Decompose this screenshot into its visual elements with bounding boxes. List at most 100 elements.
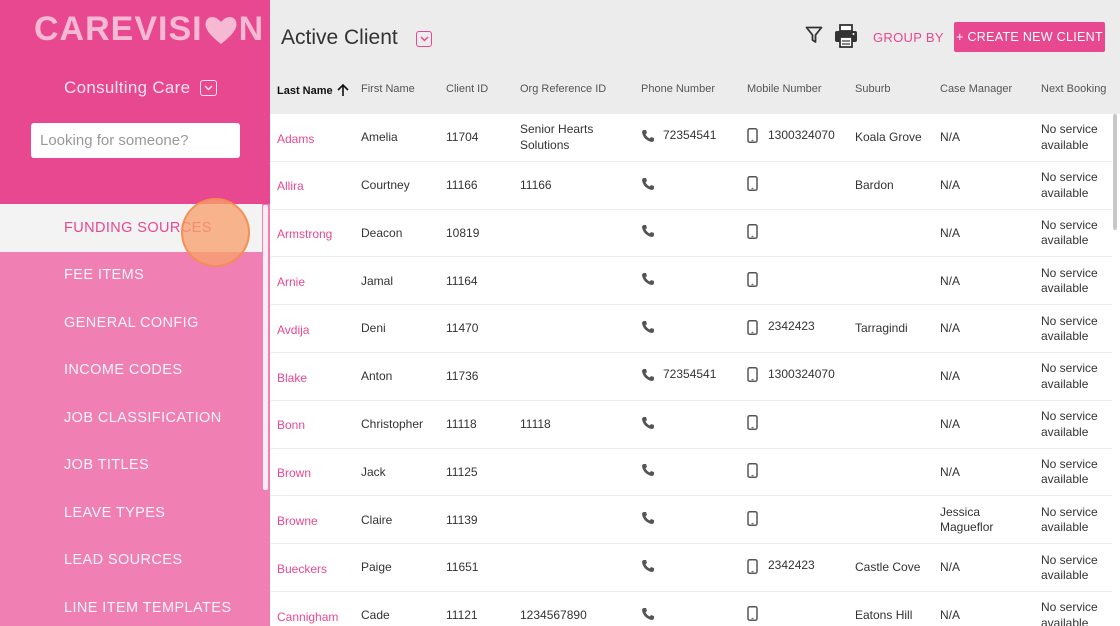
mobile-phone-icon[interactable] — [747, 319, 758, 335]
cell-first-name: Cade — [361, 592, 441, 626]
org-reference-id-text: 11118 — [520, 416, 551, 431]
phone-icon[interactable] — [641, 416, 655, 430]
sort-arrow-up-icon[interactable] — [336, 83, 350, 97]
last-name-text[interactable]: Cannigham — [277, 609, 339, 624]
table-row[interactable]: Armstrong Deacon 10819 N/A No service availa… — [270, 210, 1112, 258]
table-header: Last Name First Name Client ID Org Referenc… — [270, 70, 1120, 114]
last-name-text[interactable]: Bonn — [277, 418, 306, 433]
last-name-text[interactable]: Blake — [277, 370, 308, 385]
sidebar-item-income-codes[interactable]: INCOME CODES — [64, 362, 183, 379]
last-name-text[interactable]: Bueckers — [277, 561, 328, 576]
last-name-text[interactable]: Brown — [277, 466, 312, 481]
table-row[interactable]: Browne Claire 11139 Jessica Magueflor No ser… — [270, 496, 1112, 545]
mobile-phone-icon[interactable] — [747, 558, 758, 574]
phone-icon[interactable] — [641, 463, 655, 477]
column-header-client-id[interactable]: Client ID — [446, 83, 488, 95]
org-selector[interactable]: Consulting Care — [64, 78, 218, 98]
mobile-phone-icon[interactable] — [747, 367, 758, 383]
table-row[interactable]: Bonn Christopher 11118 11118 N/A No service a… — [270, 401, 1112, 449]
case-manager-text: N/A — [940, 225, 961, 240]
cell-mobile-number: 2342423 — [747, 303, 847, 351]
phone-icon[interactable] — [641, 320, 655, 334]
cell-last-name[interactable]: Allira — [277, 162, 357, 210]
column-header-first-name[interactable]: First Name — [361, 83, 415, 95]
group-by-button[interactable]: GROUP BY — [873, 30, 944, 45]
cell-last-name[interactable]: Blake — [277, 353, 357, 401]
mobile-phone-icon[interactable] — [747, 606, 758, 622]
phone-icon[interactable] — [641, 177, 655, 191]
filter-icon[interactable] — [805, 26, 823, 44]
mobile-phone-icon[interactable] — [747, 510, 758, 526]
cell-last-name[interactable]: Bueckers — [277, 544, 357, 592]
table-row[interactable]: Cannigham Cade 11121 1234567890 Eatons Hill N… — [270, 592, 1112, 626]
sidebar-item-leave-types[interactable]: LEAVE TYPES — [64, 504, 166, 521]
phone-icon[interactable] — [641, 368, 655, 382]
table-scrollbar-thumb[interactable] — [1113, 114, 1117, 230]
mobile-phone-icon[interactable] — [747, 463, 758, 478]
phone-icon[interactable] — [641, 511, 655, 525]
last-name-text[interactable]: Armstrong — [277, 227, 333, 242]
column-header-phone-number[interactable]: Phone Number — [641, 83, 715, 95]
last-name-text[interactable]: Avdija — [277, 322, 310, 337]
column-header-mobile-number[interactable]: Mobile Number — [747, 83, 822, 95]
first-name-text: Courtney — [361, 177, 410, 192]
table-row[interactable]: Allira Courtney 11166 11166 Bardon N/A No serv… — [270, 162, 1112, 210]
cell-org-reference-id — [520, 210, 630, 258]
client-search-input[interactable] — [31, 123, 240, 158]
phone-icon[interactable] — [641, 559, 655, 573]
cell-phone-number — [641, 447, 741, 495]
cell-last-name[interactable]: Bonn — [277, 401, 357, 449]
mobile-phone-icon[interactable] — [747, 415, 758, 431]
last-name-text[interactable]: Allira — [277, 179, 304, 194]
create-new-client-button[interactable]: + CREATE NEW CLIENT — [954, 22, 1105, 52]
column-header-org-reference-id[interactable]: Org Reference ID — [520, 83, 606, 95]
cell-last-name[interactable]: Browne — [277, 496, 357, 544]
table-row[interactable]: Brown Jack 11125 N/A No service available — [270, 449, 1112, 497]
sidebar-scrollbar-thumb[interactable] — [263, 205, 268, 490]
cell-last-name[interactable]: Brown — [277, 449, 357, 497]
mobile-phone-icon[interactable] — [747, 271, 758, 287]
print-icon[interactable] — [834, 24, 858, 48]
last-name-text[interactable]: Browne — [277, 514, 318, 529]
column-header-label: Suburb — [855, 83, 891, 95]
last-name-text[interactable]: Adams — [277, 131, 315, 146]
chevron-down-icon[interactable] — [200, 80, 218, 96]
suburb-text: Eatons Hill — [855, 608, 913, 623]
title-chevron-down-icon[interactable] — [416, 31, 432, 47]
cell-last-name[interactable]: Avdija — [277, 305, 357, 353]
cell-last-name[interactable]: Adams — [277, 114, 357, 162]
column-header-last-name[interactable]: Last Name — [277, 83, 350, 97]
phone-icon[interactable] — [641, 224, 655, 238]
cell-phone-number — [641, 399, 741, 447]
sidebar-item-lead-sources[interactable]: LEAD SOURCES — [64, 552, 183, 569]
phone-icon[interactable] — [641, 607, 655, 621]
table-row[interactable]: Avdija Deni 11470 2342423 Tarragindi N/A No se… — [270, 305, 1112, 353]
column-header-suburb[interactable]: Suburb — [855, 83, 890, 95]
phone-icon[interactable] — [641, 272, 655, 286]
column-header-case-manager[interactable]: Case Manager — [940, 83, 1012, 95]
cell-last-name[interactable]: Armstrong — [277, 210, 357, 258]
column-header-label: Org Reference ID — [520, 83, 607, 95]
last-name-text[interactable]: Arnie — [277, 275, 306, 290]
table-row[interactable]: Adams Amelia 11704 Senior Hearts Solutions 7… — [270, 114, 1112, 162]
sidebar-item-line-item-templates[interactable]: LINE ITEM TEMPLATES — [64, 599, 232, 616]
phone-icon[interactable] — [641, 129, 655, 143]
column-header-next-booking[interactable]: Next Booking — [1041, 83, 1106, 95]
cell-last-name[interactable]: Arnie — [277, 257, 357, 305]
cell-last-name[interactable]: Cannigham — [277, 592, 357, 626]
mobile-phone-icon[interactable] — [747, 128, 758, 144]
sidebar-item-job-titles[interactable]: JOB TITLES — [64, 457, 150, 474]
cell-mobile-number — [747, 447, 847, 495]
cell-case-manager: N/A — [940, 305, 1035, 353]
cell-first-name: Amelia — [361, 114, 441, 162]
mobile-phone-icon[interactable] — [747, 176, 758, 192]
table-row[interactable]: Blake Anton 11736 72354541 1300324070 N/A No s… — [270, 353, 1112, 401]
carevision-logo[interactable]: CAREVISI N — [34, 10, 264, 49]
table-row[interactable]: Arnie Jamal 11164 N/A No service available — [270, 257, 1112, 306]
mobile-phone-icon[interactable] — [747, 224, 758, 239]
sidebar-item-job-classification[interactable]: JOB CLASSIFICATION — [64, 409, 222, 426]
cell-client-id: 11121 — [446, 592, 516, 626]
table-row[interactable]: Bueckers Paige 11651 2342423 Castle Cove N/A N… — [270, 544, 1112, 592]
sidebar-item-general-config[interactable]: GENERAL CONFIG — [64, 314, 199, 331]
sidebar-item-fee-items[interactable]: FEE ITEMS — [64, 267, 145, 284]
